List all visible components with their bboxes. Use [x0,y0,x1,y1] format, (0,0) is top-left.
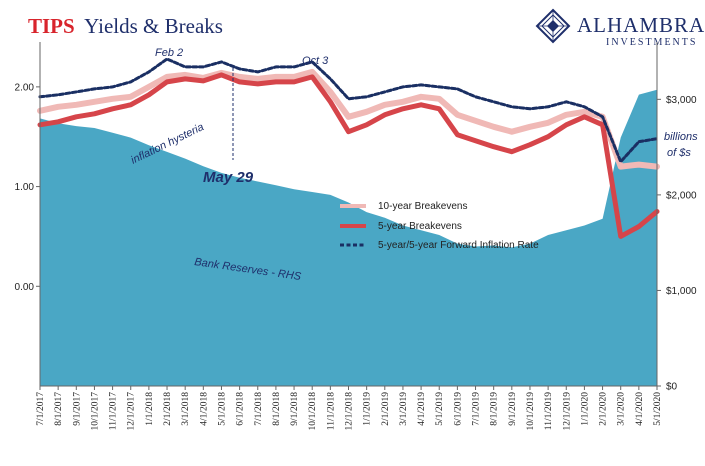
x-tick-label: 5/1/2018 [217,392,227,426]
left-tick-label: 2.00 [15,82,35,93]
legend-label-10y: 10-year Breakevens [378,201,468,212]
legend-item-5y: 5-year Breakevens [340,221,462,232]
x-tick-label: 3/1/2019 [399,392,409,426]
annotation-may29: May 29 [203,169,254,186]
x-tick-label: 1/1/2019 [363,392,373,426]
legend-item-10y: 10-year Breakevens [340,201,468,212]
x-tick-label: 7/1/2017 [36,392,46,426]
right-tick-label: $3,000 [666,95,697,106]
x-tick-label: 8/1/2019 [490,392,500,426]
x-tick-label: 3/1/2018 [181,392,191,426]
right-y-ticks: $0 $1,000 $2,000 $3,000 [657,95,697,393]
x-tick-label: 2/1/2018 [163,392,173,426]
x-tick-label: 9/1/2019 [508,392,518,426]
right-tick-label: $1,000 [666,286,697,297]
x-tick-label: 6/1/2018 [236,392,246,426]
left-tick-label: 1.00 [15,182,35,193]
x-tick-label: 12/1/2017 [127,392,137,431]
logo-sub-text: INVESTMENTS [606,37,697,48]
x-tick-label: 7/1/2019 [472,392,482,426]
annotation-feb2: Feb 2 [155,47,183,59]
x-tick-label: 1/1/2020 [580,392,590,426]
x-tick-label: 8/1/2018 [272,392,282,426]
x-tick-label: 10/1/2018 [308,392,318,431]
legend: 10-year Breakevens 5-year Breakevens 5-y… [340,201,539,251]
reserves-area-layer [40,89,657,387]
chart-title-strong: TIPS [28,14,75,38]
series-10y-breakevens-line [37,68,660,170]
legend-label-5y: 5-year Breakevens [378,221,462,232]
x-tick-label: 11/1/2019 [544,392,554,430]
left-tick-label: 0.00 [15,282,35,293]
series-lines-layer [37,57,660,239]
series-5y-breakevens-line [37,72,660,239]
x-tick-label: 8/1/2017 [54,392,64,426]
right-tick-label: $2,000 [666,190,697,201]
x-tick-label: 2/1/2019 [381,392,391,426]
x-tick-label: 12/1/2018 [345,392,355,431]
logo-main-text: ALHAMBRA [577,13,705,37]
right-tick-label: $0 [666,382,678,393]
x-tick-label: 5/1/2019 [435,392,445,426]
x-tick-label: 6/1/2019 [453,392,463,426]
x-tick-label: 11/1/2017 [109,392,119,430]
legend-label-5y5y: 5-year/5-year Forward Inflation Rate [378,240,539,251]
chart-title-rest: Yields & Breaks [84,14,223,38]
left-y-ticks: 0.00 1.00 2.00 [15,82,40,293]
series-bank-reserves-area [40,89,657,387]
x-tick-label: 11/1/2018 [326,392,336,430]
annotation-oct3: Oct 3 [302,55,329,67]
chart-title: TIPS Yields & Breaks [28,14,223,38]
x-tick-label: 1/1/2018 [145,392,155,426]
x-tick-label: 12/1/2019 [562,392,572,431]
x-tick-label: 2/1/2020 [599,392,609,426]
x-tick-label: 4/1/2018 [199,392,209,426]
x-ticks: 7/1/2017 8/1/2017 9/1/2017 10/1/2017 11/1/20… [36,386,663,431]
x-tick-label: 7/1/2018 [254,392,264,426]
series-5y5y-forward-line [38,57,659,164]
legend-item-5y5y: 5-year/5-year Forward Inflation Rate [340,240,539,251]
rhs-units-line2: of $s [667,147,691,159]
x-tick-label: 5/1/2020 [653,392,663,426]
x-tick-label: 4/1/2019 [417,392,427,426]
x-tick-label: 9/1/2018 [290,392,300,426]
alhambra-logo: ALHAMBRA INVESTMENTS [535,8,705,48]
x-tick-label: 4/1/2020 [635,392,645,426]
rhs-units-line1: billions [664,131,698,143]
x-tick-label: 10/1/2017 [90,392,100,431]
x-tick-label: 10/1/2019 [526,392,536,431]
x-tick-label: 3/1/2020 [617,392,627,426]
x-tick-label: 9/1/2017 [72,392,82,426]
logo-diamond-icon [535,8,571,44]
